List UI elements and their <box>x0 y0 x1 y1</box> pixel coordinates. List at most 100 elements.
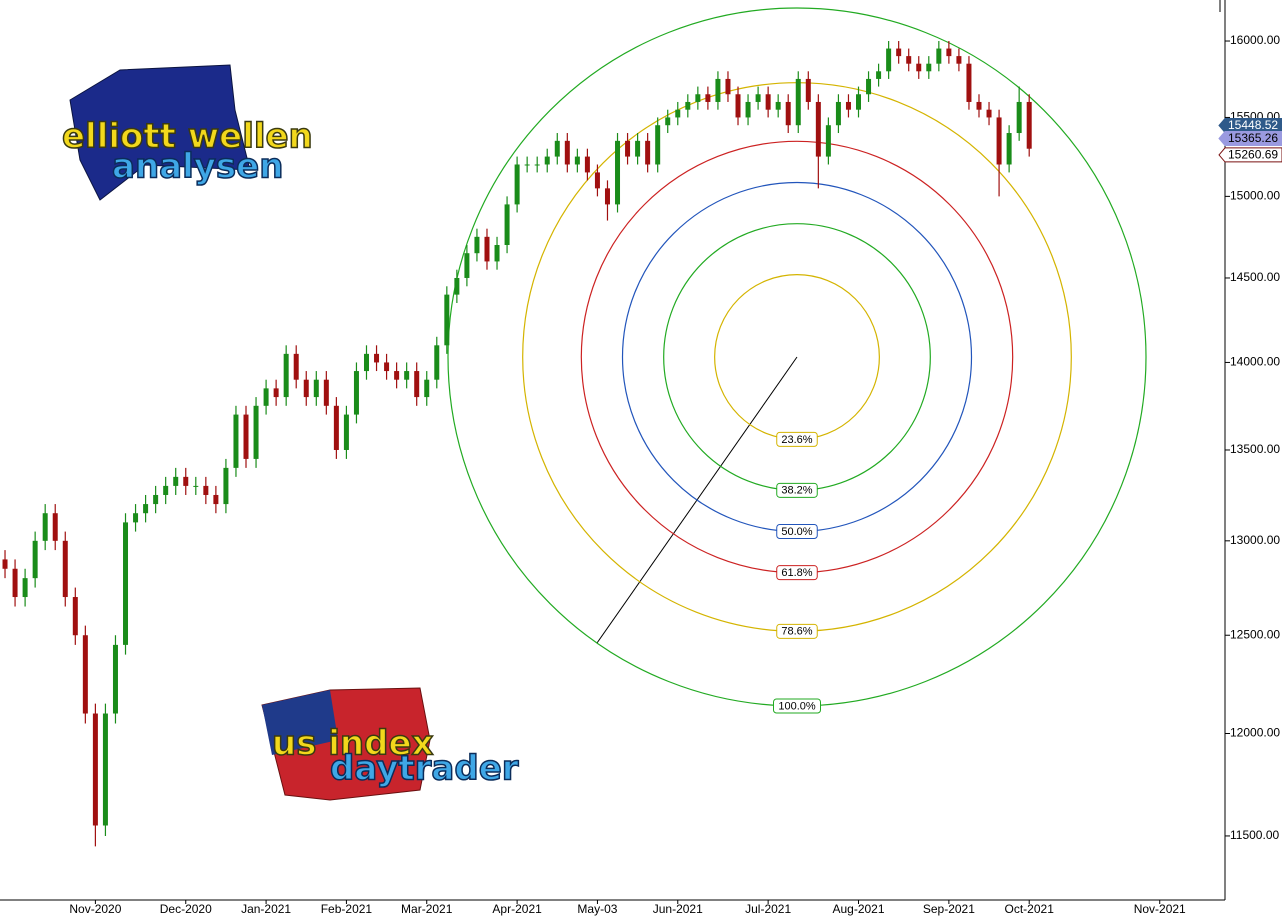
candle-body <box>936 48 942 64</box>
x-tick-label: May-03 <box>577 902 617 916</box>
y-tick-label: 14000.00 <box>1230 355 1280 369</box>
x-tick-label: Sep-2021 <box>923 902 975 916</box>
candle-body <box>795 78 801 126</box>
candle-body <box>12 568 18 598</box>
candle-body <box>273 388 279 398</box>
candle-body <box>514 164 520 205</box>
x-tick-label: Aug-2021 <box>832 902 884 916</box>
y-tick-label: 13000.00 <box>1230 533 1280 547</box>
fib-label: 23.6% <box>781 434 812 446</box>
candle-body <box>615 140 621 205</box>
candle-body <box>203 485 209 495</box>
candle-body <box>263 388 269 406</box>
candle-body <box>554 140 560 157</box>
candle-body <box>223 467 229 505</box>
candle-body <box>52 513 58 541</box>
candle-body <box>2 559 8 569</box>
candle-body <box>92 713 98 826</box>
candle-body <box>454 277 460 295</box>
candle-body <box>414 371 420 398</box>
candle-body <box>444 294 450 346</box>
candle-body <box>494 245 500 262</box>
candle-body <box>805 78 811 102</box>
candle-body <box>916 63 922 72</box>
candle-body <box>926 63 932 72</box>
candle-body <box>845 101 851 110</box>
candle-body <box>815 101 821 157</box>
candle-body <box>353 371 359 415</box>
candle-body <box>534 164 540 166</box>
candle-body <box>484 236 490 262</box>
x-tick-label: Oct-2021 <box>1005 902 1055 916</box>
candle-body <box>876 71 882 79</box>
fib-label: 78.6% <box>781 626 812 638</box>
candle-body <box>996 117 1002 165</box>
x-tick-label: Mar-2021 <box>401 902 453 916</box>
candle-body <box>193 485 199 487</box>
candle-body <box>343 414 349 450</box>
x-tick-label: Jan-2021 <box>241 902 291 916</box>
candle-body <box>303 379 309 398</box>
price-marker-box <box>1218 130 1282 146</box>
candle-body <box>374 353 380 363</box>
fib-label-box <box>776 431 818 447</box>
candle-body <box>424 379 430 398</box>
candle-body <box>906 56 912 64</box>
candle-body <box>856 94 862 110</box>
candle-body <box>133 513 139 523</box>
candle-body <box>243 414 249 459</box>
fib-label-box <box>776 623 818 639</box>
candle-body <box>434 345 440 380</box>
logo-usid: us index daytrader <box>261 687 520 801</box>
candle-body <box>685 101 691 110</box>
y-tick-label: 15000.00 <box>1230 189 1280 203</box>
candle-body <box>675 109 681 118</box>
x-tick-label: Apr-2021 <box>492 902 542 916</box>
price-marker-box <box>1218 117 1282 133</box>
fib-label: 50.0% <box>781 526 812 538</box>
candle-body <box>735 94 741 118</box>
x-tick-label: Feb-2021 <box>321 902 373 916</box>
x-tick-label: Nov-2020 <box>69 902 121 916</box>
fib-label-box <box>773 698 821 714</box>
logo-text: elliott wellen <box>62 117 313 157</box>
y-tick-label: 16000.00 <box>1230 33 1280 47</box>
candle-body <box>775 101 781 110</box>
candle-body <box>705 94 711 102</box>
candle-body <box>755 94 761 102</box>
candle-body <box>956 56 962 64</box>
candle-body <box>896 48 902 57</box>
candle-body <box>966 63 972 102</box>
candle-body <box>695 94 701 102</box>
candle-body <box>283 353 289 398</box>
fib-label-box <box>776 524 818 539</box>
price-marker-box <box>1218 147 1282 163</box>
candle-body <box>1016 101 1022 134</box>
candle-body <box>62 540 68 598</box>
candle-body <box>504 204 510 246</box>
candle-body <box>665 117 671 126</box>
candle-body <box>163 485 169 495</box>
candle-body <box>544 156 550 165</box>
candle-body <box>655 125 661 165</box>
candle-body <box>333 405 339 450</box>
candle-body <box>785 101 791 126</box>
logo-text: analysen <box>112 147 283 187</box>
candle-body <box>72 597 78 636</box>
candle-body <box>153 494 159 505</box>
fib-label-box <box>776 482 818 498</box>
candle-body <box>384 362 390 372</box>
candle-body <box>1026 101 1032 149</box>
fib-label: 38.2% <box>781 485 812 497</box>
price-marker-label: 15365.26 <box>1228 131 1278 145</box>
fib-label: 61.8% <box>781 567 812 579</box>
candle-body <box>32 540 38 579</box>
y-tick-label: 12000.00 <box>1230 726 1280 740</box>
candle-body <box>825 125 831 157</box>
candle-body <box>976 101 982 110</box>
candle-body <box>635 140 641 157</box>
candle-body <box>1006 133 1012 165</box>
logo-text: daytrader <box>330 749 519 789</box>
candle-body <box>886 48 892 72</box>
candle-body <box>82 635 88 714</box>
